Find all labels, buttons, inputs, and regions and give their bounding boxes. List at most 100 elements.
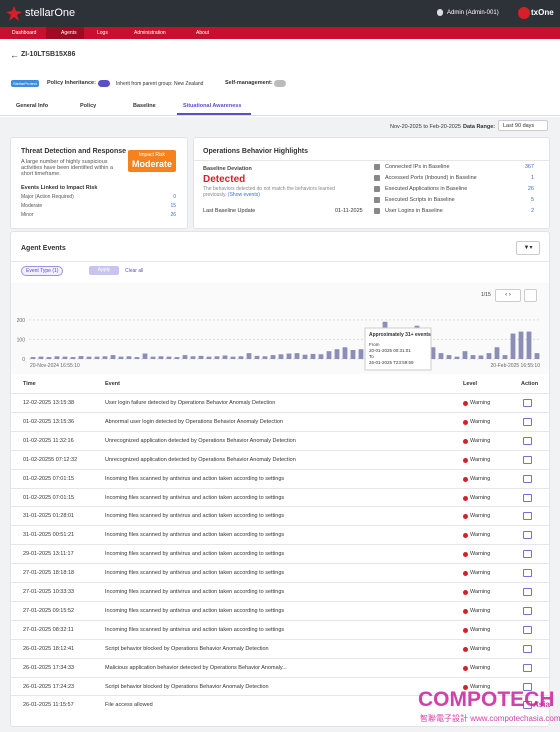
bar [318, 354, 324, 359]
watermark: COMPOTECH [418, 688, 555, 711]
self-toggle[interactable] [274, 80, 286, 87]
bar [126, 356, 132, 359]
action-icon[interactable] [523, 531, 532, 540]
event-cell: Incoming files scanned by antivirus and … [105, 532, 285, 539]
bar [150, 356, 156, 359]
time-cell: 27-01-2025 09:15:52 [23, 607, 75, 614]
stat-value[interactable]: 1 [530, 175, 534, 181]
filter-chip[interactable]: Event Type (1) [21, 266, 64, 276]
events-title: Events Linked to Impact Risk [21, 185, 98, 191]
device-name: ZI-10LTSB15X86 [21, 51, 76, 58]
table-row: 31-01-2025 00:51:21 Incoming files scanne… [11, 525, 549, 545]
tab[interactable]: Situational Awareness [183, 103, 242, 109]
action-icon[interactable] [523, 569, 532, 578]
time-cell: 27-01-2025 10:33:33 [23, 589, 75, 595]
logo-icon [6, 6, 22, 21]
stat-label: Executed Applications in Baseline [385, 186, 468, 192]
action-icon[interactable] [523, 644, 532, 653]
bar [486, 353, 492, 359]
action-icon[interactable] [523, 474, 532, 483]
bar [502, 355, 508, 359]
bar [86, 356, 92, 359]
level-dot [463, 476, 468, 482]
level-dot [463, 684, 468, 690]
x-tick-label: 20-Feb-2025 16:55:10 [491, 363, 541, 369]
bar [198, 355, 204, 359]
tab[interactable]: Policy [80, 103, 97, 109]
tooltip-text: Approximately 31+ events [369, 332, 431, 338]
stat-icon [374, 175, 380, 181]
tooltip-box [364, 327, 432, 371]
apply-button[interactable]: Apply [89, 266, 119, 275]
action-icon[interactable] [523, 512, 532, 521]
level-cell: Warning [470, 607, 491, 614]
action-icon[interactable] [523, 682, 532, 691]
nav-item[interactable]: Administration [134, 30, 166, 36]
action-icon[interactable] [523, 417, 532, 426]
bar [270, 355, 276, 359]
stat-value[interactable]: 5 [530, 197, 534, 203]
action-icon[interactable] [523, 663, 532, 672]
event-cell: Incoming files scanned by antivirus and … [105, 513, 285, 520]
action-icon[interactable] [523, 493, 532, 502]
bar [534, 353, 540, 359]
action-icon[interactable] [523, 436, 532, 445]
stat-value[interactable]: 2 [530, 208, 534, 214]
bar [518, 331, 524, 359]
action-icon[interactable] [523, 399, 532, 407]
filter-button[interactable]: ▼▾ [516, 241, 540, 255]
level-dot [463, 590, 468, 595]
user-name[interactable]: Admin (Admin-001) [447, 10, 499, 16]
bar [118, 356, 124, 359]
stat-value[interactable]: 367 [524, 164, 534, 170]
nav-item[interactable]: Logs [97, 30, 108, 36]
bar [102, 356, 108, 359]
time-cell: 01-02-20255 07:12:32 [23, 456, 78, 463]
nav-item[interactable]: Dashboard [12, 30, 37, 36]
event-cell: Incoming files scanned by antivirus and … [105, 494, 285, 501]
event-cell: Script behavior blocked by Operations Be… [105, 645, 269, 652]
action-icon[interactable] [523, 550, 532, 559]
level-cell: Warning [470, 683, 491, 690]
level-cell: Warning [470, 418, 491, 425]
action-icon[interactable] [523, 606, 532, 615]
tab[interactable]: General Info [16, 103, 49, 109]
bar [94, 356, 100, 359]
bar [438, 353, 444, 359]
action-icon[interactable] [523, 625, 532, 634]
stat-label: Connected IPs in Baseline [385, 164, 450, 170]
date-range: Nov-20-2025 to Feb-20-2025 [390, 124, 461, 130]
impact-count[interactable]: 15 [170, 203, 176, 209]
bar [254, 355, 260, 359]
tooltip-text: 20-01-2025 00:31:01 [369, 348, 411, 353]
clear-all[interactable]: Clear all [125, 268, 144, 274]
tooltip-text: To [369, 354, 374, 359]
table-row: 27-01-2025 18:18:18 Incoming files scanne… [11, 563, 549, 583]
tab[interactable]: Baseline [133, 103, 156, 109]
back-arrow[interactable]: ← [10, 50, 19, 60]
action-icon[interactable] [523, 588, 532, 596]
range-select[interactable]: Last 90 days [498, 120, 548, 131]
bar [174, 357, 180, 359]
tab-line [0, 115, 560, 116]
impact-count[interactable]: 26 [170, 212, 176, 218]
pager-buttons[interactable]: ‹ › [495, 289, 521, 302]
impact-count[interactable]: 0 [173, 194, 176, 200]
show-events[interactable]: (Show events) [227, 192, 260, 198]
bar [430, 347, 436, 359]
policy-toggle[interactable] [98, 80, 110, 87]
stat-value[interactable]: 26 [527, 186, 534, 192]
baseline-status: Detected [203, 174, 246, 185]
level-cell: Warning [470, 400, 491, 406]
action-icon[interactable] [523, 455, 532, 464]
nav-item[interactable]: Agents [61, 30, 77, 36]
action-icon[interactable] [523, 701, 532, 710]
calendar-button[interactable] [524, 289, 537, 302]
update-label: Last Baseline Update [203, 208, 256, 214]
pager: 1/15 [481, 292, 491, 298]
table-row: 27-01-2025 09:15:52 Incoming files scanne… [11, 600, 549, 621]
nav-item[interactable]: About [196, 30, 210, 36]
column-header: Level [463, 381, 478, 387]
stat-icon [374, 186, 380, 192]
table-row: 26-01-2025 11:15:57 File access allowed [11, 695, 549, 715]
